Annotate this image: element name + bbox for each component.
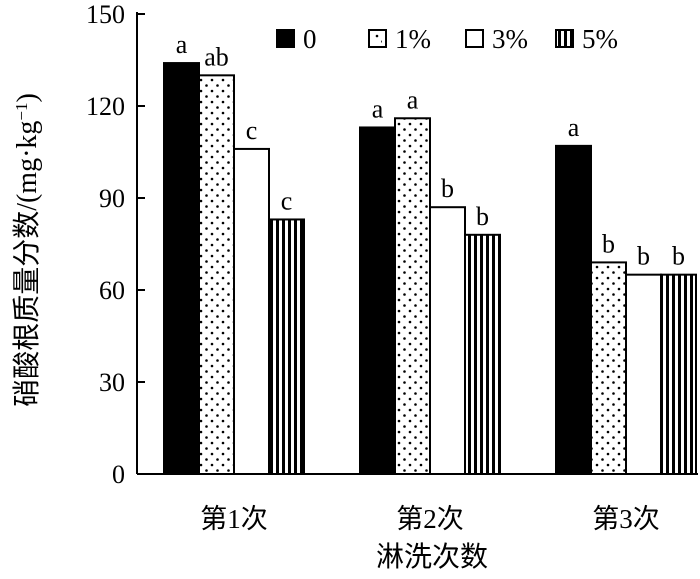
legend-swatch-pattern [373,34,382,43]
significance-label: a [568,113,580,142]
legend-swatch [555,29,574,48]
significance-label: b [602,229,615,258]
legend-swatch [276,29,295,48]
y-tick-label: 90 [99,184,125,213]
bar-3-series-4 [660,273,697,475]
significance-label: b [672,242,685,271]
bar-3-series-3 [625,273,662,475]
category-label: 第3次 [592,504,660,534]
significance-label: b [637,242,650,271]
legend-label: 3% [492,24,528,54]
bar-1-series-2 [198,74,235,475]
y-axis-title-main: 硝酸根质量分数/(mg·kg [11,121,43,407]
legend-swatch [465,29,484,48]
bar-1-series-1 [163,62,200,475]
y-tick-label: 120 [86,92,125,121]
bar-1-series-3 [233,147,270,476]
category-labels: 第1次 第2次 第3次 [200,504,660,534]
significance-label: a [407,85,419,114]
significance-label: a [176,30,188,59]
significance-label: a [372,94,384,123]
y-axis-title-close: ) [12,93,43,102]
bar-1-series-4 [268,218,305,475]
significance-label: c [246,116,258,145]
significance-label: b [441,174,454,203]
y-tick-label: 150 [86,0,125,29]
legend-label: 1% [395,24,431,54]
y-ticks: 0 30 60 90 120 150 [86,0,145,489]
bar-2-series-4 [464,233,501,475]
bar-3-series-1 [555,144,592,475]
y-tick-label: 30 [99,368,125,397]
bar-2-series-2 [394,117,431,476]
significance-label: ab [204,42,229,71]
legend: 0 1% 3% 5% [276,24,618,54]
legend-label: 5% [582,24,618,54]
significance-label: c [281,186,293,215]
y-tick-label: 0 [112,460,125,489]
bar-2-series-3 [429,206,466,475]
bar-2-series-1 [359,126,396,475]
x-axis-title: 淋洗次数 [376,541,488,573]
category-label: 第1次 [200,504,268,534]
y-axis-title-superscript: −1 [12,103,31,121]
y-axis-title: 硝酸根质量分数/(mg·kg−1) [11,93,43,407]
y-tick-label: 60 [99,276,125,305]
significance-label: b [476,202,489,231]
legend-label: 0 [303,24,317,54]
bars [163,62,697,476]
bar-3-series-2 [590,261,627,475]
category-label: 第2次 [396,504,464,534]
